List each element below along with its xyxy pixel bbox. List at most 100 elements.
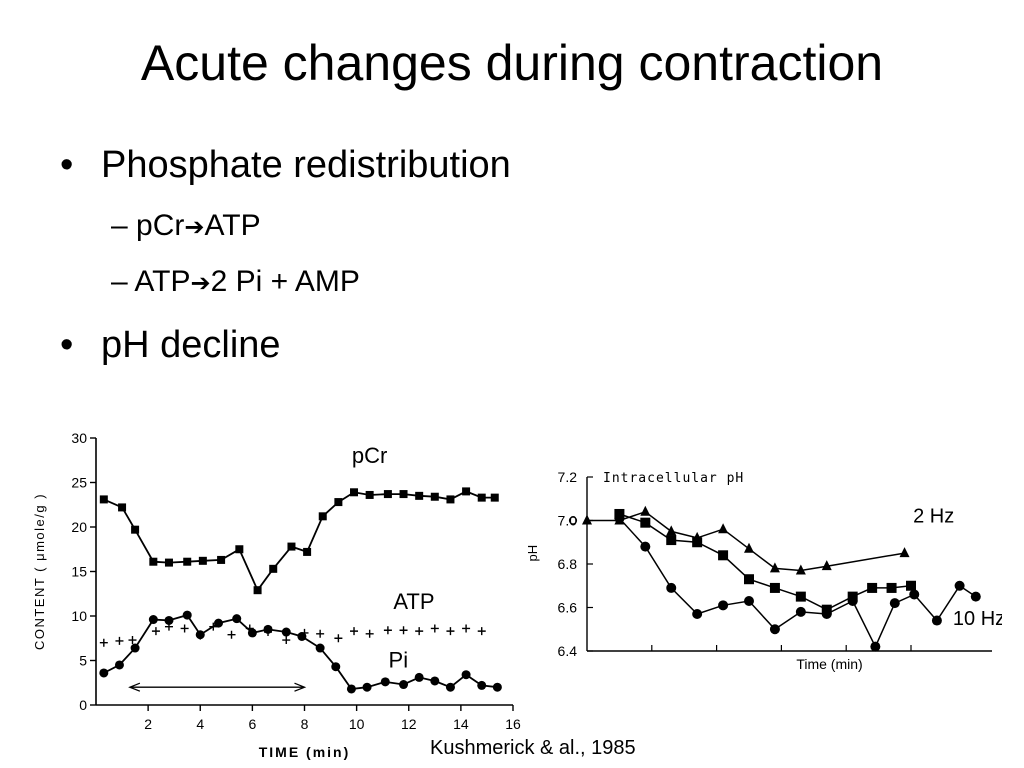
data-point-circle	[640, 541, 651, 552]
y-tick-label: 6.8	[558, 556, 578, 572]
data-point-atp	[316, 629, 325, 638]
data-point-pi	[263, 624, 273, 634]
x-axis-label: TIME (min)	[259, 744, 351, 760]
data-point-circle	[931, 615, 942, 626]
data-point-atp	[365, 629, 374, 638]
series-pi	[99, 610, 502, 694]
data-point-pcr	[99, 495, 108, 504]
dash-glyph: –	[111, 265, 128, 298]
data-point-pcr	[183, 557, 192, 566]
y-axis-label: CONTENT ( μmole/g )	[32, 493, 47, 650]
data-point-pcr	[430, 492, 439, 501]
y-tick-label: 0	[79, 697, 87, 713]
data-point-atp	[334, 634, 343, 643]
data-point-atp	[415, 627, 424, 636]
data-point-square	[718, 550, 729, 561]
sub-bullet-left: pCr	[136, 209, 185, 242]
data-point-pi	[195, 630, 205, 640]
y-tick-label: 7.2	[558, 469, 578, 485]
data-point-circle	[870, 641, 881, 652]
x-tick-label: 16	[505, 716, 521, 732]
series-label-10hz: 10 Hz	[953, 608, 1002, 630]
data-point-pi	[461, 670, 471, 680]
x-tick-label: 12	[401, 716, 417, 732]
data-point-atp	[151, 627, 160, 636]
data-point-circle	[795, 606, 806, 617]
data-point-square	[692, 537, 703, 548]
data-point-atp	[115, 636, 124, 645]
data-point-pi	[380, 677, 390, 687]
x-tick-label: 10	[349, 716, 365, 732]
y-tick-label: 6.4	[558, 643, 578, 659]
series-pcr	[99, 487, 499, 595]
x-tick-label: 4	[196, 716, 204, 732]
data-point-pi	[297, 631, 307, 641]
data-point-pi	[99, 668, 109, 678]
bullet-glyph: •	[60, 324, 74, 366]
series-label-atp: ATP	[393, 589, 434, 614]
data-point-pi	[399, 680, 409, 690]
y-tick-label: 6.6	[558, 600, 578, 616]
data-point-pi	[213, 618, 223, 628]
data-point-pi	[331, 662, 341, 672]
citation: Kushmerick & al., 1985	[430, 737, 636, 759]
data-point-pcr	[131, 525, 140, 534]
data-point-circle	[718, 600, 729, 611]
data-point-atp	[477, 627, 486, 636]
circle-series	[614, 513, 981, 652]
data-point-atp	[383, 626, 392, 635]
data-point-pi	[346, 684, 356, 694]
data-point-circle	[692, 609, 703, 620]
data-point-pcr	[269, 564, 278, 573]
data-point-circle	[744, 595, 754, 606]
data-point-atp	[282, 636, 291, 645]
data-point-square	[867, 582, 878, 593]
data-point-pcr	[287, 542, 296, 551]
series-line-pcr	[103, 490, 495, 592]
x-axis-label: Time (min)	[796, 656, 862, 672]
data-point-pi	[315, 643, 325, 653]
data-point-atp	[462, 624, 471, 633]
data-point-pi	[148, 615, 158, 625]
series-line-triangle	[587, 510, 905, 572]
data-point-atp	[180, 624, 189, 633]
data-point-pi	[492, 682, 502, 692]
chart-title: Intracellular pH	[603, 471, 744, 486]
data-point-pi	[164, 615, 174, 625]
data-point-pcr	[477, 493, 486, 502]
data-point-square	[744, 574, 754, 585]
data-point-circle	[769, 624, 780, 635]
sub-bullet-atp-pi-amp: – ATP➔2 Pi + AMP	[111, 262, 360, 303]
data-point-square	[795, 591, 806, 602]
data-point-pcr	[490, 493, 499, 502]
slide-title: Acute changes during contraction	[140, 35, 884, 91]
data-point-triangle	[640, 505, 651, 516]
data-point-pi	[445, 682, 455, 692]
data-point-pcr	[415, 491, 424, 500]
data-point-triangle	[718, 523, 729, 534]
data-point-pcr	[462, 487, 471, 496]
data-point-square	[666, 535, 677, 546]
data-point-atp	[399, 626, 408, 635]
sub-bullet-pcr-atp: – pCr➔ATP	[111, 206, 261, 247]
data-point-pi	[232, 614, 242, 624]
data-point-pcr	[446, 495, 455, 504]
sub-bullet-right: 2 Pi + AMP	[210, 265, 360, 298]
bullet-text: pH decline	[101, 324, 281, 366]
right-arrow-icon: ➔	[190, 269, 211, 297]
series-atp	[99, 622, 486, 647]
data-point-atp	[350, 627, 359, 636]
data-point-pcr	[350, 488, 359, 497]
x-tick-label: 14	[453, 716, 469, 732]
data-point-triangle	[899, 547, 910, 558]
x-tick-label: 6	[248, 716, 256, 732]
data-point-circle	[889, 598, 900, 609]
data-point-pcr	[198, 556, 207, 565]
data-point-pi	[247, 628, 257, 638]
data-point-pcr	[303, 547, 312, 556]
phosphate-content-chart: 0 5 10 15 20 25 30 2 4 6 8 10 12 14 16 TIME (min) CONTEN…	[32, 430, 521, 760]
dash-glyph: –	[111, 209, 128, 242]
sub-bullet-right: ATP	[204, 209, 261, 242]
series-label-pcr: pCr	[352, 443, 387, 468]
data-point-pcr	[235, 545, 244, 554]
